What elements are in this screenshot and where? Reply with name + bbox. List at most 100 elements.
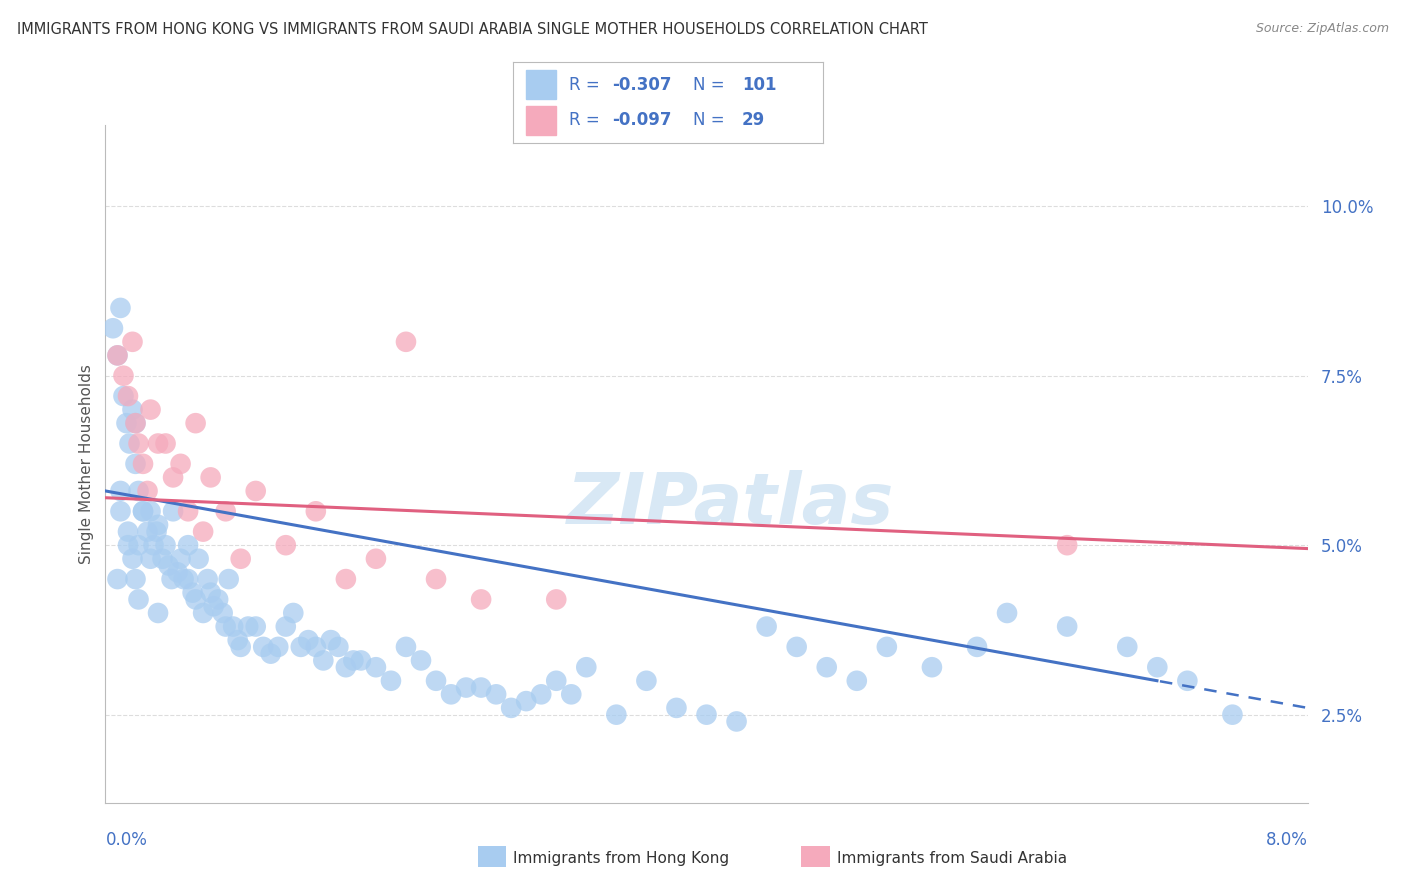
Point	[425, 673, 447, 688]
Point	[335, 572, 357, 586]
Point	[755, 619, 778, 633]
Point	[181, 585, 204, 599]
Point	[786, 640, 808, 654]
Point	[117, 389, 139, 403]
Point	[211, 606, 233, 620]
Point	[184, 416, 207, 430]
Point	[121, 402, 143, 417]
Bar	[526, 106, 557, 135]
Point	[128, 592, 150, 607]
Point	[485, 687, 508, 701]
Point	[200, 470, 222, 484]
Point	[546, 673, 568, 688]
Point	[440, 687, 463, 701]
Text: Immigrants from Hong Kong: Immigrants from Hong Kong	[513, 851, 730, 865]
Point	[107, 348, 129, 362]
Point	[191, 524, 214, 539]
Point	[132, 504, 155, 518]
Point	[155, 538, 177, 552]
Point	[124, 572, 146, 586]
Point	[1146, 660, 1168, 674]
Point	[214, 619, 236, 633]
Text: -0.307: -0.307	[612, 76, 672, 94]
Point	[696, 707, 718, 722]
Text: N =: N =	[693, 76, 730, 94]
Point	[146, 436, 169, 450]
Point	[112, 389, 135, 403]
Point	[229, 640, 252, 654]
Point	[202, 599, 225, 614]
Point	[409, 653, 432, 667]
Text: 0.0%: 0.0%	[105, 831, 148, 849]
Point	[132, 457, 155, 471]
Point	[118, 436, 141, 450]
Point	[238, 619, 260, 633]
Point	[921, 660, 943, 674]
Point	[160, 572, 183, 586]
Text: IMMIGRANTS FROM HONG KONG VS IMMIGRANTS FROM SAUDI ARABIA SINGLE MOTHER HOUSEHOL: IMMIGRANTS FROM HONG KONG VS IMMIGRANTS …	[17, 22, 928, 37]
Point	[395, 640, 418, 654]
Y-axis label: Single Mother Households: Single Mother Households	[79, 364, 94, 564]
Point	[283, 606, 305, 620]
Point	[115, 416, 138, 430]
Point	[191, 606, 214, 620]
Point	[297, 633, 319, 648]
Point	[470, 592, 492, 607]
Point	[197, 572, 219, 586]
Point	[815, 660, 838, 674]
Text: 8.0%: 8.0%	[1265, 831, 1308, 849]
Point	[1116, 640, 1139, 654]
Point	[546, 592, 568, 607]
Point	[157, 558, 180, 573]
Point	[245, 483, 267, 498]
Point	[328, 640, 350, 654]
Point	[124, 416, 146, 430]
Point	[665, 701, 688, 715]
Point	[252, 640, 274, 654]
Point	[155, 436, 177, 450]
Point	[995, 606, 1018, 620]
Point	[110, 301, 132, 315]
Point	[245, 619, 267, 633]
Point	[121, 334, 143, 349]
Point	[335, 660, 357, 674]
Text: Immigrants from Saudi Arabia: Immigrants from Saudi Arabia	[837, 851, 1067, 865]
Text: R =: R =	[569, 112, 605, 129]
Point	[162, 470, 184, 484]
Point	[124, 457, 146, 471]
Point	[139, 551, 162, 566]
Point	[260, 647, 283, 661]
Point	[1056, 619, 1078, 633]
Point	[454, 681, 477, 695]
Point	[575, 660, 598, 674]
Point	[312, 653, 335, 667]
Text: 101: 101	[742, 76, 776, 94]
Point	[128, 436, 150, 450]
Point	[226, 633, 249, 648]
Point	[290, 640, 312, 654]
Point	[305, 640, 328, 654]
Point	[380, 673, 402, 688]
Point	[560, 687, 582, 701]
Text: -0.097: -0.097	[612, 112, 672, 129]
Point	[136, 483, 159, 498]
Point	[267, 640, 290, 654]
Point	[139, 402, 162, 417]
Point	[145, 524, 167, 539]
Point	[173, 572, 195, 586]
Point	[121, 551, 143, 566]
Text: N =: N =	[693, 112, 730, 129]
Point	[425, 572, 447, 586]
Point	[222, 619, 245, 633]
Point	[305, 504, 328, 518]
Point	[274, 619, 297, 633]
Text: R =: R =	[569, 76, 605, 94]
Point	[146, 517, 169, 532]
Point	[107, 572, 129, 586]
Point	[350, 653, 373, 667]
Point	[117, 524, 139, 539]
Point	[139, 504, 162, 518]
Point	[177, 538, 200, 552]
Point	[530, 687, 553, 701]
Point	[342, 653, 364, 667]
